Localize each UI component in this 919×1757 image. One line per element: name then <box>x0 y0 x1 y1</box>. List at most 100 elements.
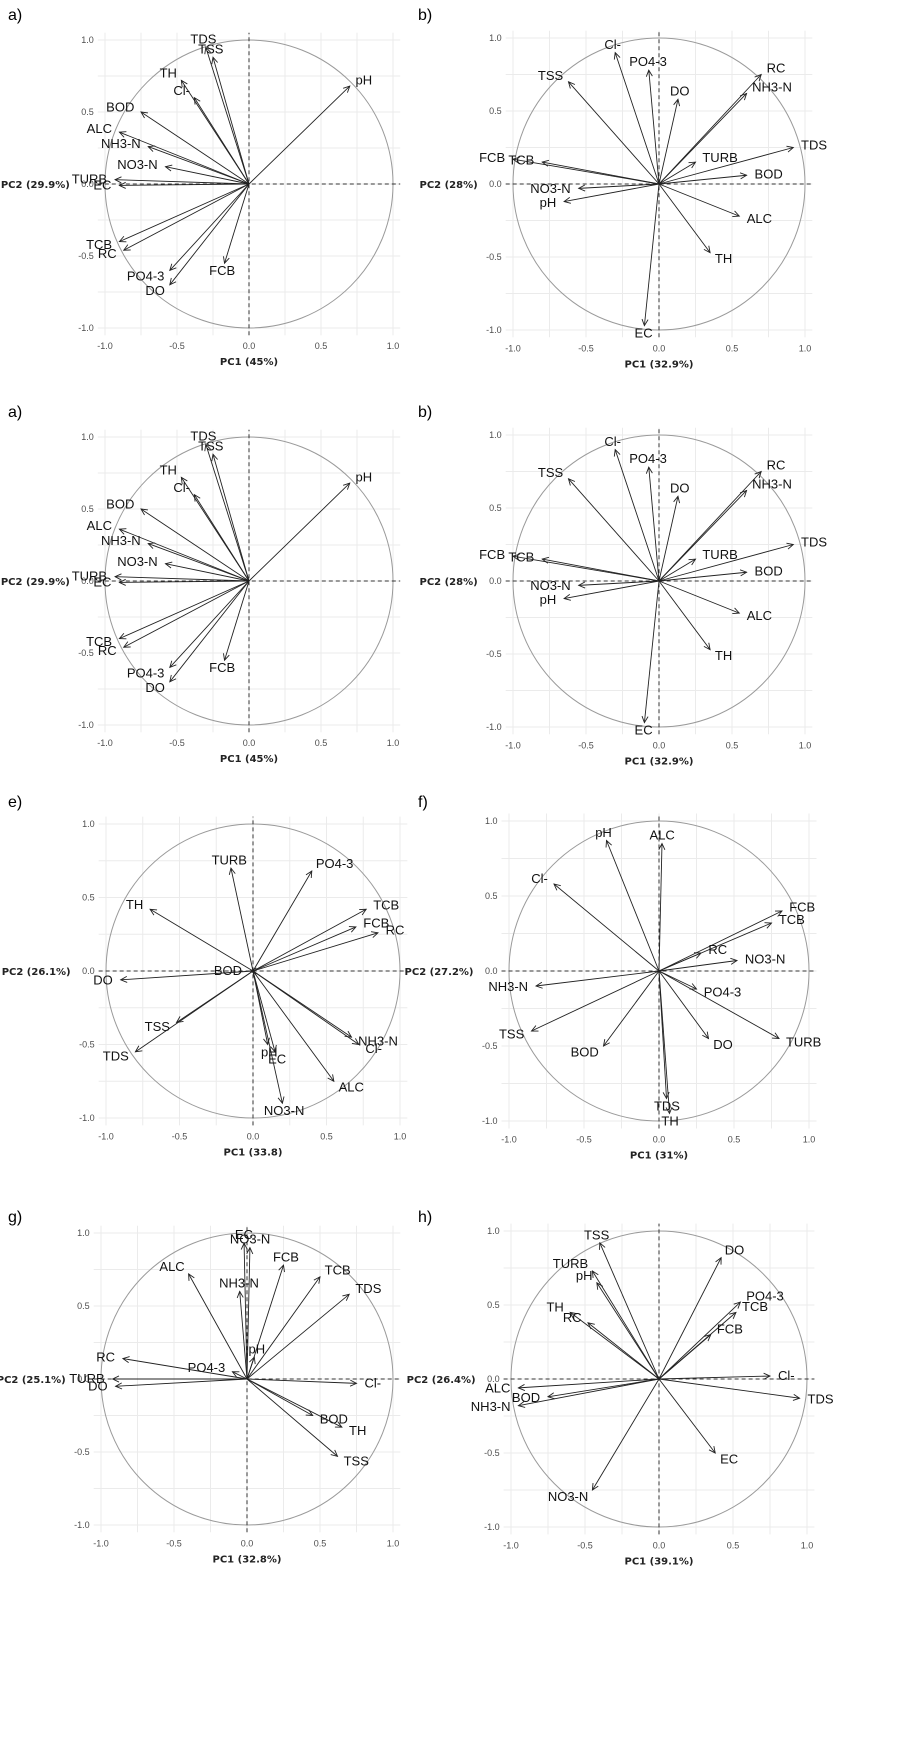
loading-arrow <box>568 478 660 582</box>
y-tick-label: -0.5 <box>78 648 94 658</box>
variable-label: Cl- <box>778 1368 795 1383</box>
y-tick-label: -0.5 <box>482 1041 498 1051</box>
variable-label: DO <box>670 481 690 496</box>
loading-arrow <box>246 1378 343 1428</box>
arrowhead <box>193 493 201 502</box>
x-tick-label: 1.0 <box>394 1131 407 1141</box>
variable-label: BOD <box>106 497 134 512</box>
loading-arrow <box>246 1276 321 1380</box>
arrowhead <box>641 318 649 327</box>
loading-arrow <box>224 580 250 661</box>
y-tick-label: 0.5 <box>485 891 498 901</box>
variable-label: RC <box>98 246 117 261</box>
y-tick-label: 1.0 <box>77 1228 90 1238</box>
x-axis-title: PC1 (31%) <box>630 1151 688 1162</box>
loading-arrow <box>246 1378 313 1416</box>
variable-label: TSS <box>198 42 224 57</box>
y-tick-label: 0.5 <box>489 503 502 513</box>
arrowhead <box>534 981 543 989</box>
y-tick-label: -1.0 <box>482 1116 498 1126</box>
variable-label: DO <box>670 84 690 99</box>
variable-label: pH <box>576 1268 593 1283</box>
y-axis-title: PC2 (29.9%) <box>1 577 70 588</box>
y-tick-label: 0.0 <box>489 576 502 586</box>
variable-label: RC <box>767 61 786 76</box>
variable-label: NO3-N <box>530 181 570 196</box>
loading-arrow <box>512 158 660 185</box>
arrowhead <box>343 85 351 93</box>
x-axis-title: PC1 (45%) <box>220 754 278 765</box>
loading-arrow <box>169 580 250 683</box>
arrowhead <box>263 1037 270 1046</box>
arrowhead <box>511 156 520 164</box>
variable-label: TURB <box>72 171 107 186</box>
loading-arrow <box>658 970 709 1039</box>
x-tick-label: 0.5 <box>726 740 739 750</box>
y-tick-label: 0.0 <box>81 576 94 586</box>
loading-arrow <box>531 970 660 1032</box>
loading-arrow <box>246 1378 357 1384</box>
loading-arrow <box>658 910 783 972</box>
loading-arrow <box>252 932 379 972</box>
loading-arrow <box>165 563 250 582</box>
loading-arrow <box>658 580 740 614</box>
arrowhead <box>119 975 128 983</box>
variable-label: TSS <box>499 1026 525 1041</box>
arrowhead <box>591 1482 599 1491</box>
x-tick-label: -0.5 <box>576 1135 592 1145</box>
loading-arrow <box>169 580 250 668</box>
arrowhead <box>211 56 218 65</box>
arrowhead <box>348 926 357 933</box>
arrowhead <box>118 181 126 189</box>
x-tick-label: -1.0 <box>505 343 521 353</box>
arrowhead <box>688 161 697 169</box>
arrowhead <box>567 478 576 486</box>
panel-letter: h) <box>418 1209 432 1226</box>
loading-arrow <box>246 1247 251 1380</box>
arrowhead <box>665 1106 673 1115</box>
arrowhead <box>169 277 177 286</box>
loading-arrow <box>188 1273 248 1380</box>
y-axis-title: PC2 (27.2%) <box>405 967 474 978</box>
loading-arrow <box>246 1293 350 1380</box>
loading-arrow <box>120 970 254 981</box>
arrowhead <box>613 51 621 60</box>
y-tick-label: 0.5 <box>489 106 502 116</box>
loading-arrow <box>165 166 250 185</box>
variable-label: TSS <box>538 68 564 83</box>
arrowhead <box>764 922 773 929</box>
arrowhead <box>771 1032 780 1040</box>
loading-arrow <box>658 183 740 217</box>
loading-arrow <box>224 183 250 264</box>
x-tick-label: -0.5 <box>578 740 594 750</box>
arrowhead <box>739 489 748 498</box>
variable-label: pH <box>356 470 373 485</box>
arrowhead <box>733 1301 742 1309</box>
loading-arrow <box>246 1378 338 1457</box>
variable-label: FCB <box>363 916 389 931</box>
loading-arrow <box>564 580 660 599</box>
loading-arrow <box>205 47 250 185</box>
loading-arrow <box>115 1378 248 1387</box>
arrowhead <box>563 594 571 601</box>
arrowhead <box>577 184 586 192</box>
loading-arrow <box>119 131 250 185</box>
variable-label: TSS <box>538 465 564 480</box>
pca-panel-3: a) -1.0-1.0 -0.5 -0.5 0.0 0.0 0.5 0.5 1.0 1.0 PC1 … <box>1 404 401 765</box>
pca-panel-6: f) -1.0-1.0 -0.5 -0.5 0.0 0.0 0.5 0.5 1.0 1.0 PC1 … <box>405 794 822 1162</box>
loading-arrow <box>658 1334 712 1380</box>
x-tick-label: -0.5 <box>172 1131 188 1141</box>
loading-arrow <box>658 1378 716 1454</box>
variable-label: ALC <box>87 518 112 533</box>
arrowhead <box>546 1392 555 1400</box>
variable-label: FCB <box>479 547 505 562</box>
x-tick-label: -1.0 <box>505 740 521 750</box>
arrowhead <box>118 632 127 640</box>
loading-arrow <box>135 970 254 1053</box>
y-tick-label: -1.0 <box>486 722 502 732</box>
loading-arrow <box>599 1242 660 1380</box>
y-tick-label: 1.0 <box>489 430 502 440</box>
y-tick-label: 0.5 <box>82 893 95 903</box>
variable-label: BOD <box>214 963 242 978</box>
loading-arrow <box>606 840 660 972</box>
